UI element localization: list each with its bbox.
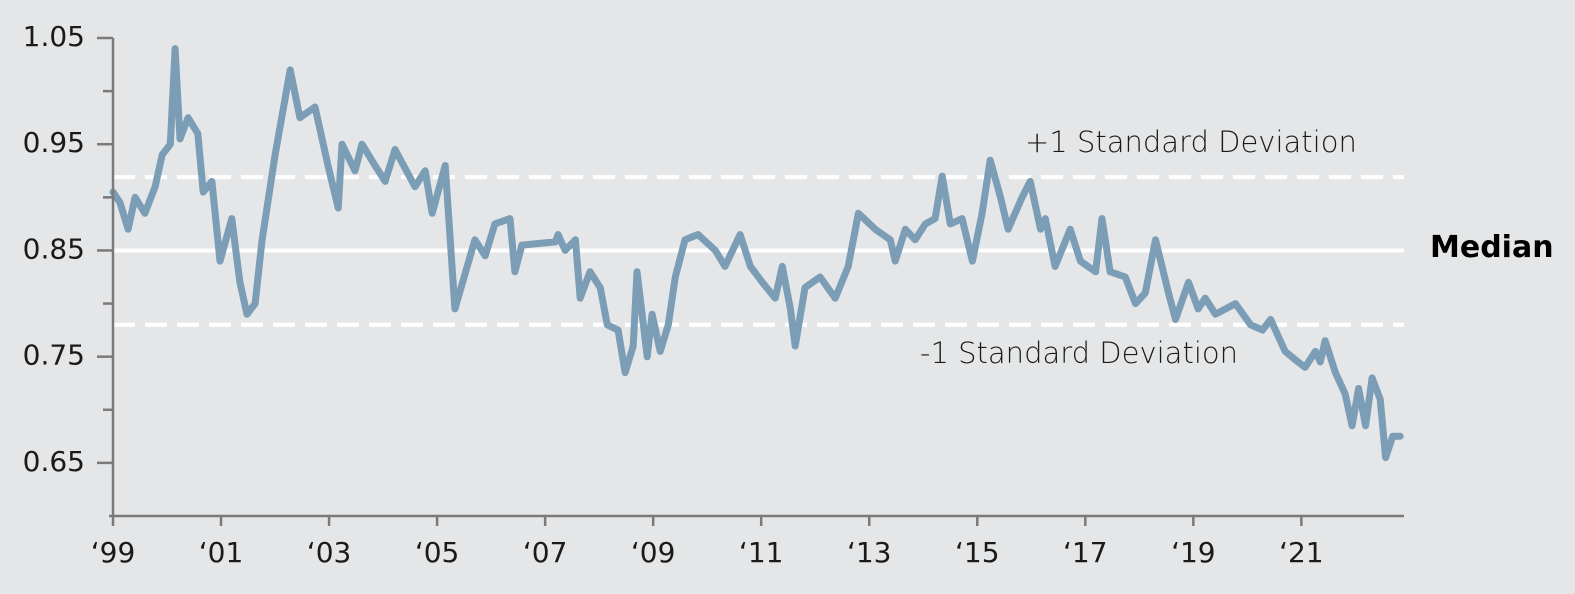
x-tick-label: ‘01 [199,536,244,569]
x-tick-label: ‘19 [1171,536,1216,569]
y-tick-label: 0.65 [23,445,85,478]
x-tick-label: ‘21 [1279,536,1324,569]
reference-label: Median [1430,230,1554,265]
reference-label: -1 Standard Deviation [920,336,1238,370]
x-tick-label: ‘07 [523,536,568,569]
x-tick-label: ‘05 [415,536,460,569]
x-tick-label: ‘03 [307,536,352,569]
data-line [109,45,1404,462]
x-tick-label: ‘99 [91,536,136,569]
y-tick-label: 0.85 [23,232,85,265]
y-tick-label: 0.75 [23,339,85,372]
y-tick-label: 0.95 [23,126,85,159]
y-tick-label: 1.05 [23,20,85,53]
reference-label: +1 Standard Deviation [1025,125,1357,159]
x-tick-label: ‘09 [631,536,676,569]
x-tick-label: ‘17 [1063,536,1108,569]
x-tick-label: ‘13 [847,536,892,569]
x-tick-label: ‘15 [955,536,1000,569]
x-tick-label: ‘11 [739,536,784,569]
